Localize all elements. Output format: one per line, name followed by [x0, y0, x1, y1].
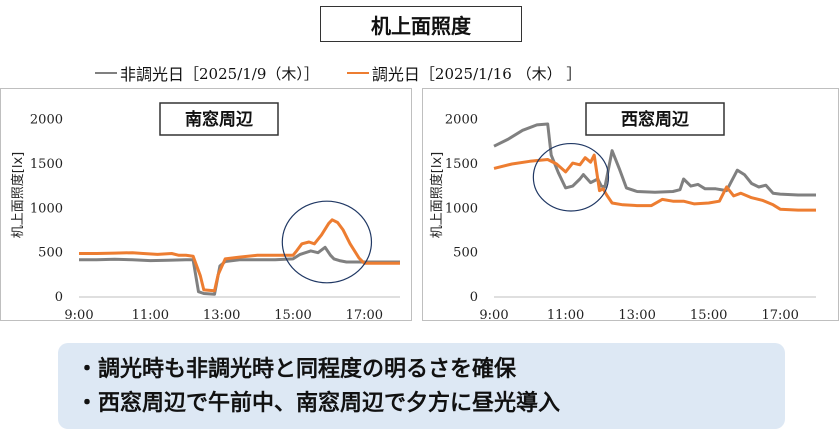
panel-1-x-tick-4: 17:00: [346, 308, 383, 323]
panel-2-y-label: 机上面照度[lx]: [429, 152, 445, 238]
panel-1-highlight-ellipse: [281, 200, 373, 284]
panel-2-x-tick-3: 15:00: [690, 308, 727, 323]
panel-2-x-tick-4: 17:00: [761, 308, 798, 323]
legend-item-non-dimming: 非調光日 ［2025/1/9（木）］: [95, 61, 319, 85]
panel-1-series-non-dimming: [79, 245, 400, 296]
main-title: 机上面照度: [320, 6, 522, 42]
panel-2-x-tick-0: 9:00: [479, 308, 508, 323]
panel-2-y-tick-3: 1500: [445, 157, 478, 172]
panel-1-y-tick-4: 2000: [30, 113, 63, 128]
panel-2-y-tick-0: 0: [470, 290, 478, 305]
panel-1-x-tick-0: 9:00: [64, 308, 93, 323]
panel-1-x-tick-1: 11:00: [132, 308, 169, 323]
panel-1-x-tick-2: 13:00: [203, 308, 240, 323]
legend-date-non-dimming: ［2025/1/9（木）］: [184, 64, 319, 83]
panel-1-title: 南窓周辺: [185, 109, 253, 130]
legend-label-dimming: 調光日: [371, 65, 420, 84]
panel-2-x-tick-2: 13:00: [618, 308, 655, 323]
legend-label-non-dimming: 非調光日: [120, 65, 185, 84]
panel-2-y-tick-2: 1000: [445, 201, 478, 216]
panel-1-series-dimming: [79, 218, 400, 293]
panel-1-x-tick-3: 15:00: [274, 308, 311, 323]
panel-1-title-box: [159, 102, 279, 136]
panel-2-x-tick-1: 11:00: [547, 308, 584, 323]
legend-item-dimming: 調光日 ［2025/1/16 （木） ］: [346, 61, 582, 85]
panel-2-series-non-dimming: [493, 122, 816, 197]
panel-1-y-tick-3: 1500: [30, 157, 63, 172]
panel-1-y-tick-0: 0: [55, 290, 63, 305]
panel-2-title: 西窓周辺: [621, 109, 689, 130]
legend: 非調光日 ［2025/1/9（木）］ 調光日 ［2025/1/16 （木） ］: [95, 60, 609, 86]
legend-date-dimming: ［2025/1/16 （木） ］: [419, 64, 582, 83]
legend-swatch-dimming: [346, 72, 369, 74]
panel-2-y-tick-1: 500: [453, 246, 478, 261]
panel-2-highlight-ellipse: [532, 142, 610, 212]
panel-2-series-dimming: [493, 153, 816, 212]
panel-1-y-tick-2: 1000: [30, 201, 63, 216]
summary-box: ・調光時も非調光時と同程度の明るさを確保 ・西窓周辺で午前中、南窓周辺で夕方に昼…: [58, 343, 785, 429]
panel-2-y-tick-4: 2000: [445, 113, 478, 128]
legend-swatch-non-dimming: [95, 72, 117, 74]
summary-line-1: ・調光時も非調光時と同程度の明るさを確保: [76, 357, 517, 382]
panel-2-title-box: [585, 102, 725, 136]
panel-1-frame: [0, 88, 412, 321]
panel-1-y-tick-1: 500: [38, 246, 63, 261]
summary-line-2: ・西窓周辺で午前中、南窓周辺で夕方に昼光導入: [76, 391, 561, 416]
panel-1-y-label: 机上面照度[lx]: [10, 152, 26, 238]
